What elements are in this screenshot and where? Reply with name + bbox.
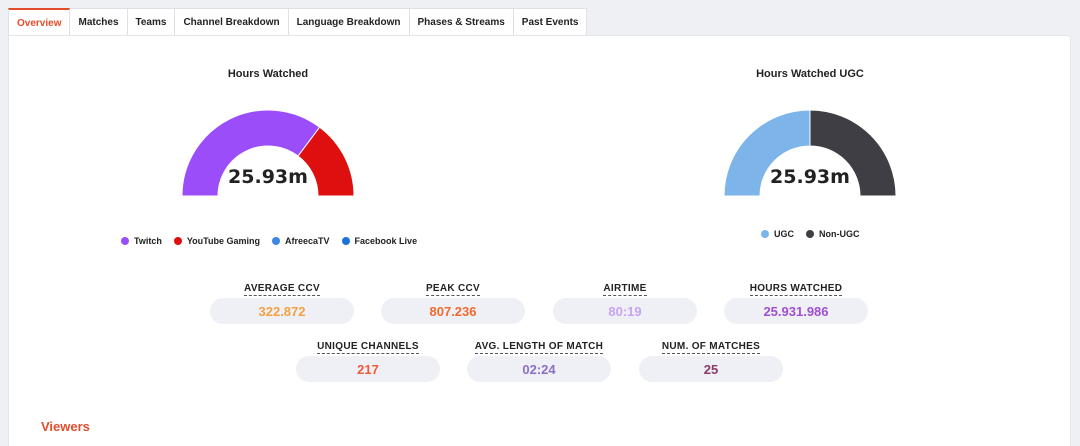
viewers-section-title: Viewers	[41, 419, 90, 434]
legend-item-non-ugc[interactable]: Non-UGC	[806, 229, 860, 239]
tab-phases-streams[interactable]: Phases & Streams	[409, 8, 514, 36]
legend-label: Facebook Live	[354, 236, 418, 246]
hours-watched-ugc-gauge	[723, 109, 897, 197]
stat-value: 02:24	[467, 356, 611, 382]
stat-hours-watched: HOURS WATCHED 25.931.986	[724, 278, 868, 324]
legend-label: Non-UGC	[819, 229, 860, 239]
stat-average-ccv: AVERAGE CCV 322.872	[210, 278, 354, 324]
stat-label[interactable]: AIRTIME	[603, 283, 647, 296]
stat-value: 25	[639, 356, 783, 382]
tab-bar: Overview Matches Teams Channel Breakdown…	[8, 8, 588, 36]
stat-avg-length-of-match: AVG. LENGTH OF MATCH 02:24	[467, 336, 611, 382]
legend-label: YouTube Gaming	[186, 236, 261, 246]
hours-watched-gauge	[181, 109, 355, 197]
legend-label: AfreecaTV	[285, 236, 330, 246]
stat-value: 322.872	[210, 298, 354, 324]
stat-value: 807.236	[381, 298, 525, 324]
stat-peak-ccv: PEAK CCV 807.236	[381, 278, 525, 324]
ugc-dot-icon	[761, 230, 769, 238]
legend-item-ugc[interactable]: UGC	[761, 229, 794, 239]
tab-matches[interactable]: Matches	[70, 8, 128, 36]
stat-value: 80:19	[553, 298, 697, 324]
stat-label[interactable]: HOURS WATCHED	[749, 283, 843, 296]
stat-label[interactable]: PEAK CCV	[425, 283, 481, 296]
stat-label[interactable]: AVERAGE CCV	[244, 283, 320, 296]
tab-teams[interactable]: Teams	[127, 8, 176, 36]
hours-watched-title: Hours Watched	[227, 68, 309, 80]
hours-watched-slice-twitch[interactable]	[181, 109, 321, 197]
facebook-dot-icon	[341, 237, 350, 245]
tab-channel-breakdown[interactable]: Channel Breakdown	[175, 8, 289, 36]
stat-unique-channels: UNIQUE CHANNELS 217	[296, 336, 440, 382]
legend-item-youtube-gaming[interactable]: YouTube Gaming	[173, 236, 261, 246]
legend-item-twitch[interactable]: Twitch	[121, 236, 162, 246]
non-ugc-dot-icon	[806, 230, 814, 238]
stat-value: 217	[296, 356, 440, 382]
hours-watched-center-value: 25.93m	[228, 166, 308, 188]
stat-value: 25.931.986	[724, 298, 868, 324]
twitch-dot-icon	[121, 237, 129, 245]
legend-item-facebook-live[interactable]: Facebook Live	[341, 236, 418, 246]
stat-label[interactable]: AVG. LENGTH OF MATCH	[474, 341, 604, 354]
stat-label[interactable]: NUM. OF MATCHES	[661, 341, 761, 354]
legend-item-afreecatv[interactable]: AfreecaTV	[272, 236, 330, 246]
hours-watched-ugc-slice-non-ugc[interactable]	[809, 109, 897, 197]
stat-num-of-matches: NUM. OF MATCHES 25	[639, 336, 783, 382]
hours-watched-ugc-center-value: 25.93m	[770, 166, 850, 188]
stat-label[interactable]: UNIQUE CHANNELS	[317, 341, 419, 354]
hours-watched-ugc-legend: UGC Non-UGC	[761, 229, 872, 239]
tab-overview[interactable]: Overview	[8, 8, 71, 36]
tab-past-events[interactable]: Past Events	[513, 8, 588, 36]
afreecatv-dot-icon	[272, 237, 281, 245]
hours-watched-slice-youtube-gaming[interactable]	[297, 126, 355, 197]
legend-label: UGC	[774, 229, 794, 239]
hours-watched-ugc-title: Hours Watched UGC	[756, 68, 864, 80]
stat-airtime: AIRTIME 80:19	[553, 278, 697, 324]
tab-language-breakdown[interactable]: Language Breakdown	[288, 8, 410, 36]
legend-label: Twitch	[134, 236, 162, 246]
hours-watched-legend: Twitch YouTube Gaming AfreecaTV Facebook…	[121, 236, 429, 246]
youtube-dot-icon	[173, 237, 182, 245]
